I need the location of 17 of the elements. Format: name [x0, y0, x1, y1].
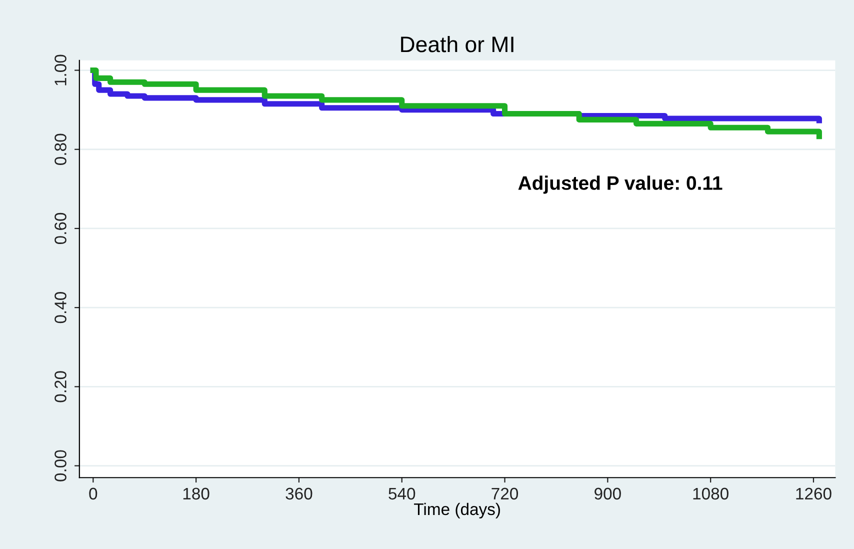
chart-title: Death or MI	[401, 36, 514, 52]
y-tick-label: 0.00	[54, 450, 66, 482]
x-tick-label: 180	[183, 488, 210, 500]
x-axis-title: Time (days)	[414, 502, 500, 518]
x-tick-label: 0	[89, 488, 98, 500]
y-tick-label: 1.00	[54, 54, 66, 86]
y-tick-label: 0.40	[54, 292, 66, 324]
y-tick-label: 0.80	[54, 134, 66, 165]
y-tick-label: 0.60	[54, 212, 66, 244]
x-tick-label: 360	[286, 488, 312, 500]
x-tick-label: 540	[388, 488, 416, 500]
y-tick-label: 0.20	[54, 371, 66, 402]
x-tick-label: 1080	[693, 488, 728, 500]
x-tick-label: 720	[492, 488, 518, 500]
x-tick-label: 1260	[796, 488, 832, 500]
x-tick-label: 900	[594, 488, 621, 500]
annotation: Adjusted P value: 0.11	[518, 176, 722, 194]
